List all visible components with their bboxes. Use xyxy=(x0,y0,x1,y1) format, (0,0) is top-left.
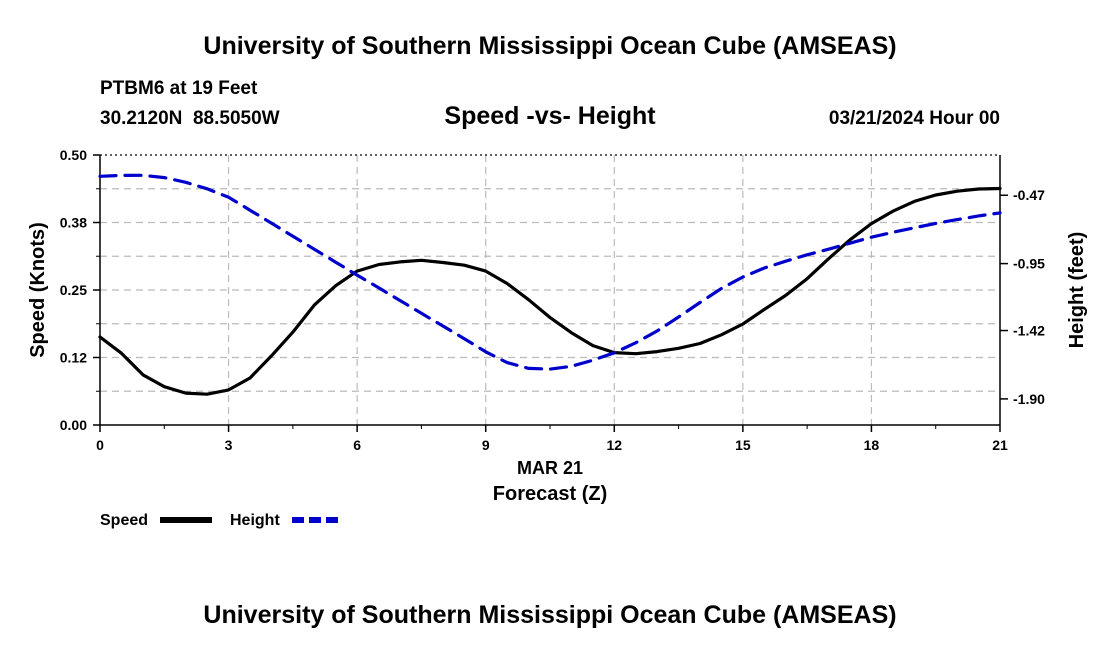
y-right-axis-label: Height (feet) xyxy=(1066,232,1088,349)
axes-layer xyxy=(93,154,1008,432)
y-tick-label: 0.00 xyxy=(60,417,87,433)
y-tick-label: 0.25 xyxy=(60,282,87,298)
y-right-tick-label: -0.47 xyxy=(1013,187,1045,203)
x-tick-label: 0 xyxy=(96,437,104,453)
x-tick-label: 15 xyxy=(735,437,751,453)
y-right-tick-label: -0.95 xyxy=(1013,256,1045,272)
x-tick-label: 18 xyxy=(864,437,880,453)
legend-height-label: Height xyxy=(230,512,280,529)
x-tick-label: 21 xyxy=(992,437,1008,453)
y-right-tick-label: -1.90 xyxy=(1013,391,1045,407)
x-tick-label: 3 xyxy=(225,437,233,453)
labels-layer: 0 3 6 9 12 15 18 21 0.00 0.12 0.25 0.38 0.50 -0.47 -0.… xyxy=(60,147,1045,453)
y-axis-label: Speed (Knots) xyxy=(27,222,49,358)
station-label: PTBM6 at 19 Feet xyxy=(100,78,258,99)
x-tick-label: 6 xyxy=(353,437,361,453)
legend-speed-label: Speed xyxy=(100,512,148,529)
x-axis-label: Forecast (Z) xyxy=(493,483,607,505)
y-right-tick-label: -1.42 xyxy=(1013,323,1045,339)
speed-series-line xyxy=(98,186,1002,396)
height-series-line xyxy=(98,173,1002,371)
x-axis-date-label: MAR 21 xyxy=(517,458,583,478)
datetime-label: 03/21/2024 Hour 00 xyxy=(829,108,1000,129)
grid-layer xyxy=(100,154,1000,425)
y-tick-label: 0.50 xyxy=(60,147,87,163)
x-tick-label: 12 xyxy=(606,437,622,453)
coordinates-label: 30.2120N 88.5050W xyxy=(100,108,280,129)
y-tick-label: 0.38 xyxy=(60,215,87,231)
main-title: University of Southern Mississippi Ocean… xyxy=(203,32,896,60)
chart-title: Speed -vs- Height xyxy=(444,102,656,130)
y-tick-label: 0.12 xyxy=(60,350,87,366)
x-tick-label: 9 xyxy=(482,437,490,453)
legend: Speed Height xyxy=(100,512,342,529)
footer-title: University of Southern Mississippi Ocean… xyxy=(203,601,896,629)
series-layer xyxy=(98,173,1002,396)
